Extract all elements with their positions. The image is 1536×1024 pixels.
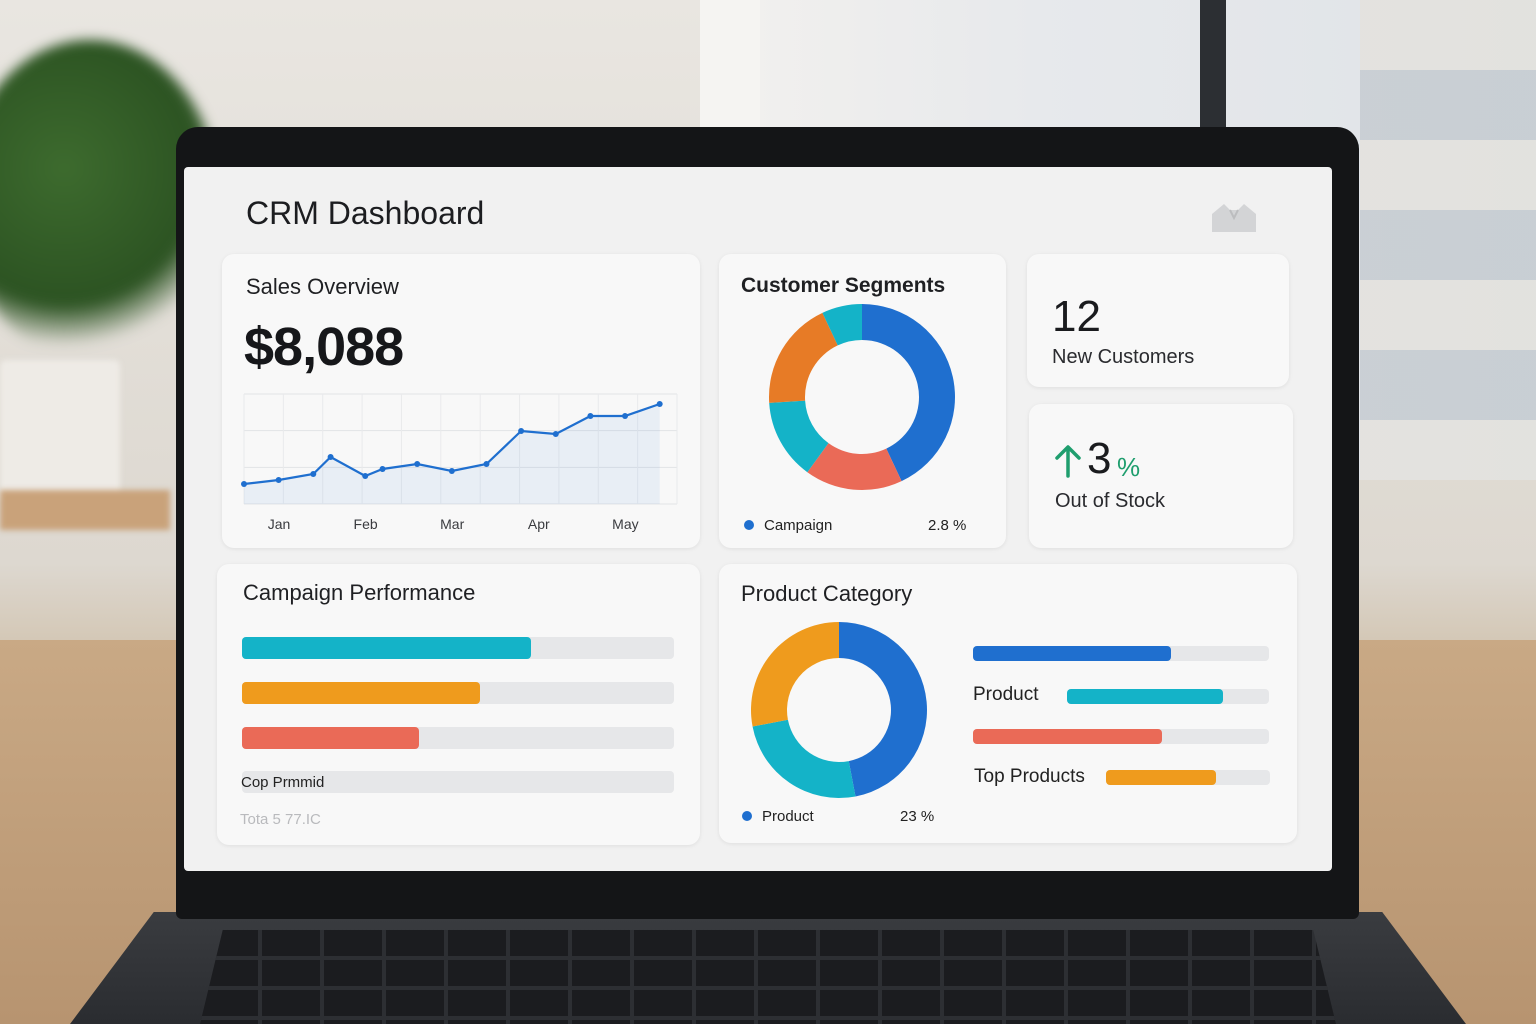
arrow-up-icon (1055, 445, 1081, 478)
campaign-bar-track (242, 637, 674, 659)
donut-slice (807, 443, 902, 490)
donut-slice (822, 304, 862, 346)
data-point (414, 461, 421, 467)
product-bar-track (973, 729, 1269, 744)
background-building (1360, 0, 1536, 480)
legend-item: Product (742, 808, 814, 825)
card-title: Customer Segments (741, 274, 946, 297)
data-point (448, 468, 455, 474)
card-title: Sales Overview (246, 274, 399, 299)
out-of-stock-unit: % (1117, 452, 1141, 482)
background-shelf (0, 490, 170, 530)
customer-segments-card[interactable]: Customer Segments Campaign 2.8 % (719, 254, 1006, 548)
data-point (552, 431, 559, 437)
legend-value: 2.8 % (928, 517, 967, 534)
sales-line (243, 402, 661, 486)
card-title: Campaign Performance (243, 580, 476, 605)
sales-area (244, 404, 660, 504)
campaign-bar-track (242, 682, 674, 704)
sales-line-chart: JanFebMarAprMayJun (241, 393, 678, 532)
data-point (483, 461, 490, 467)
product-bar-track (1067, 689, 1269, 704)
product-bar (973, 729, 1163, 744)
customer-segments-donut (769, 304, 955, 490)
card-title: Product Category (741, 581, 913, 606)
sales-total: $8,088 (244, 317, 404, 377)
top-products-label: Top Products (974, 766, 1085, 787)
data-point (622, 413, 629, 419)
product-category-donut (751, 622, 928, 798)
legend-value: 23 % (900, 808, 935, 825)
x-tick-label: Mar (440, 516, 464, 532)
new-customers-value: 12 (1052, 292, 1101, 341)
data-point (362, 473, 369, 479)
donut-slice (862, 304, 955, 482)
data-point (656, 401, 663, 407)
data-point (518, 428, 525, 434)
x-tick-label: Jan (268, 516, 291, 532)
campaign-bar (242, 682, 480, 704)
donut-slice (769, 400, 829, 473)
data-point (587, 413, 594, 419)
data-point (310, 471, 317, 477)
out-of-stock-value: 3 (1087, 434, 1112, 483)
new-customers-card[interactable]: 12 New Customers (1027, 254, 1289, 387)
campaign-bar-label: Cop Prmmid (241, 774, 325, 791)
data-point (379, 466, 386, 472)
legend-dot (744, 520, 754, 530)
new-customers-label: New Customers (1052, 346, 1195, 368)
data-point (327, 454, 334, 460)
x-tick-label: May (612, 516, 638, 532)
campaign-bar-track (242, 727, 674, 749)
data-point (275, 477, 282, 483)
donut-slice (839, 622, 928, 797)
product-category-card[interactable]: Product Category Product 23 % Product To… (719, 564, 1297, 843)
legend-label: Campaign (764, 517, 833, 534)
donut-slice (769, 312, 838, 403)
legend-label: Product (762, 808, 814, 825)
campaign-bar-track (242, 771, 674, 793)
donut-slice (752, 719, 856, 798)
user-profile-icon[interactable] (1206, 200, 1262, 236)
page-title: CRM Dashboard (246, 195, 485, 231)
sales-overview-card[interactable]: Sales Overview $8,088 JanFebMarAprMayJun (222, 254, 700, 548)
product-bar-track (973, 646, 1269, 661)
x-tick-label: Feb (354, 516, 378, 532)
product-bar (1067, 689, 1223, 704)
product-bar-label: Product (973, 684, 1039, 705)
x-tick-label: Apr (528, 516, 550, 532)
laptop-keyboard (200, 930, 1336, 1024)
campaign-performance-card[interactable]: Campaign Performance Cop Prmmid Tota 5 7… (217, 564, 700, 845)
legend-dot (742, 811, 752, 821)
donut-slice (751, 622, 839, 727)
product-bar-track (1106, 770, 1270, 785)
campaign-bar (242, 637, 532, 659)
out-of-stock-card[interactable]: 3 % Out of Stock (1029, 404, 1293, 548)
laptop-screen: CRM Dashboard Sales Overview $8,088 Jan F… (184, 167, 1332, 871)
plant-pot (0, 360, 120, 500)
campaign-bar (242, 727, 420, 749)
campaign-footer: Tota 5 77.IC (240, 811, 321, 828)
data-point (241, 481, 247, 487)
out-of-stock-label: Out of Stock (1055, 490, 1166, 512)
legend-item: Campaign (744, 517, 832, 534)
product-bar (973, 646, 1172, 661)
product-bar (1106, 770, 1216, 785)
